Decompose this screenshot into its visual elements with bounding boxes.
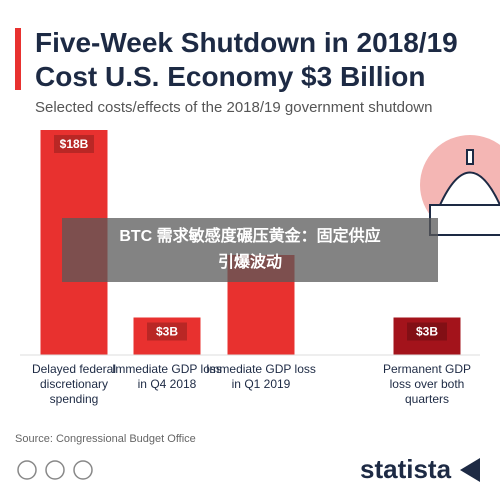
subtitle: Selected costs/effects of the 2018/19 go… [35,99,432,116]
x-tick-label: Immediate GDP loss in Q1 2019 [206,362,316,391]
x-tick-label: Immediate GDP loss in Q4 2018 [112,362,222,391]
capitol-icon [420,135,500,236]
bar [393,317,461,355]
brand-mark [460,458,480,482]
overlay-text: 引爆波动 [217,254,282,271]
value-label: $18B [60,137,89,151]
chart-title: Five-Week Shutdown in 2018/19 [35,27,458,58]
value-label: $3B [416,325,438,339]
source: Source: Congressional Budget Office [15,433,196,445]
license-icons [17,460,93,480]
chart-title: Cost U.S. Economy $3 Billion [35,61,426,92]
value-label-box [407,322,447,341]
x-tick-label: Permanent GDP loss over both quarters [382,362,472,406]
accent-bar [15,28,21,90]
value-label-box [54,135,94,153]
value-label: $3B [156,325,178,339]
bar [133,317,201,355]
value-label-box [147,322,187,341]
brand-logo: statista [360,454,452,484]
overlay-banner: BTC 需求敏感度碾压黄金：固定供应 引爆波动 [62,218,438,282]
x-tick-label: Delayed federal discretionary spending [31,362,117,406]
overlay-text: BTC 需求敏感度碾压黄金：固定供应 [119,228,381,245]
